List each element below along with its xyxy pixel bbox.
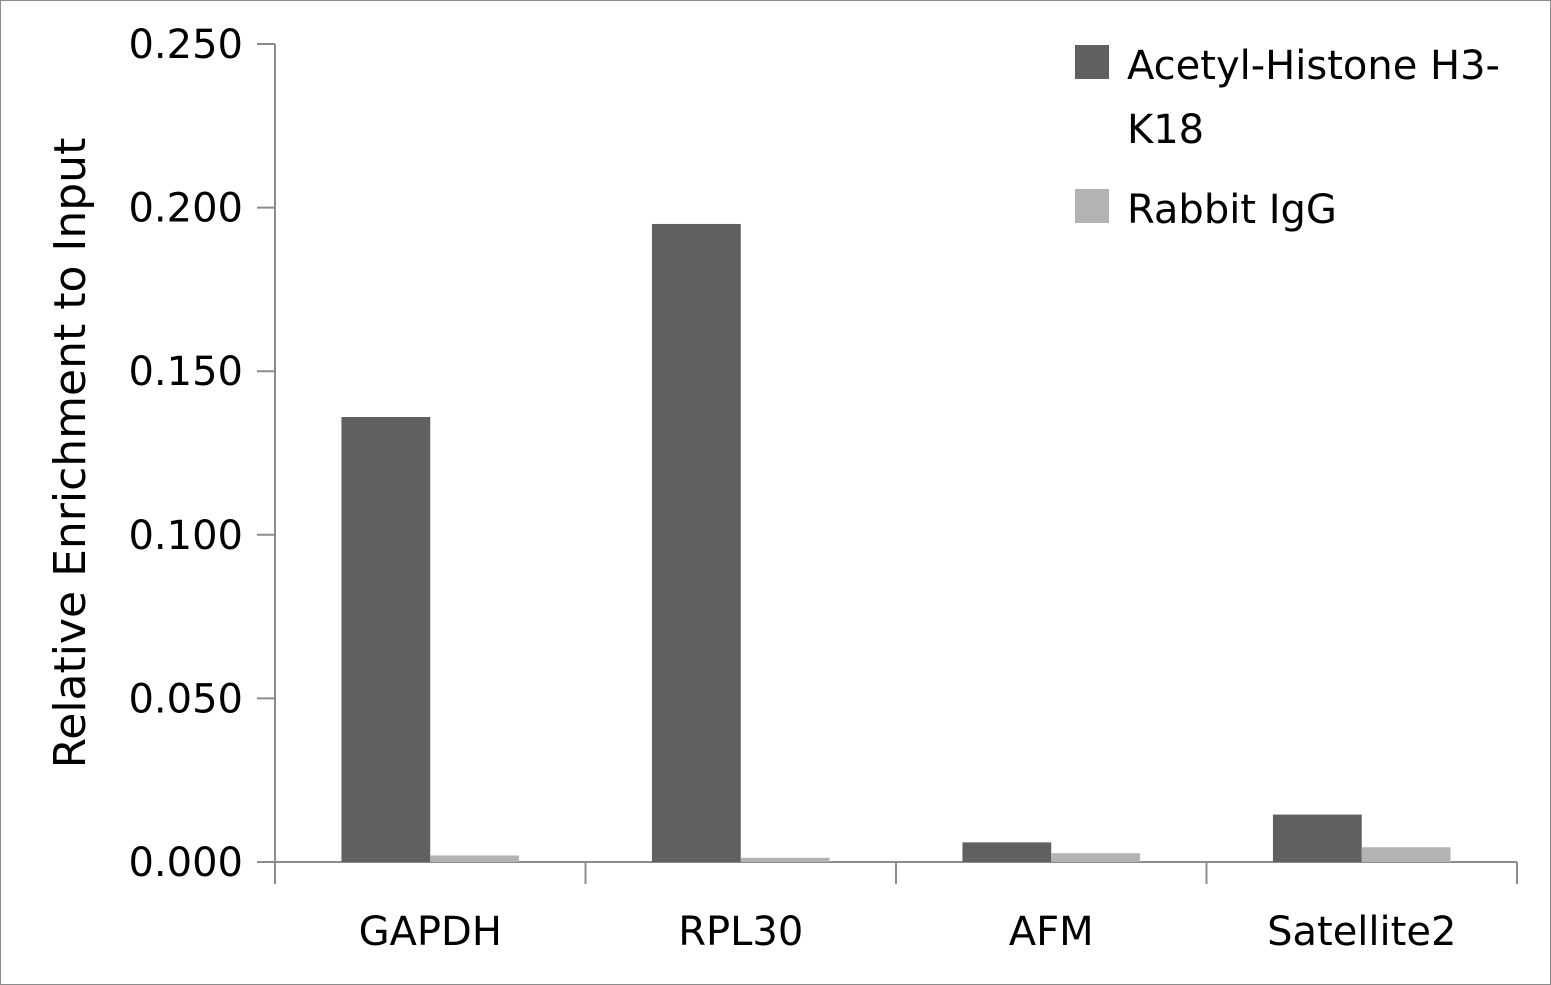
legend: Acetyl-Histone H3- K18 Rabbit IgG (1075, 43, 1500, 233)
bar-afm-series-1 (962, 842, 1052, 862)
y-tick-label: 0.000 (128, 840, 243, 886)
bar-rpl30-series-2 (740, 857, 830, 862)
bar-gapdh-series-2 (430, 855, 520, 862)
x-tick-label: Satellite2 (1267, 909, 1456, 955)
legend-label: Acetyl-Histone H3- (1127, 43, 1500, 89)
bar-satellite2-series-1 (1272, 814, 1362, 862)
x-axis: GAPDH RPL30 AFM Satellite2 (274, 861, 1518, 955)
y-tick-label: 0.150 (128, 349, 243, 395)
y-tick-label: 0.050 (128, 676, 243, 722)
y-tick-label: 0.250 (128, 22, 243, 68)
y-axis: 0.000 0.050 0.100 0.150 0.200 0.250 (128, 22, 276, 886)
x-tick-label: GAPDH (359, 909, 502, 955)
legend-swatch (1075, 189, 1109, 223)
y-tick-label: 0.200 (128, 186, 243, 232)
bars (341, 223, 1451, 862)
legend-label: Rabbit IgG (1127, 187, 1337, 233)
legend-label: K18 (1127, 107, 1204, 153)
legend-swatch (1075, 45, 1109, 79)
bar-satellite2-series-2 (1361, 847, 1451, 862)
bar-rpl30-series-1 (651, 223, 741, 862)
bar-gapdh-series-1 (341, 417, 431, 862)
y-axis-title: Relative Enrichment to Input (45, 138, 96, 769)
y-tick-label: 0.100 (128, 513, 243, 559)
x-tick-label: AFM (1009, 909, 1094, 955)
bar-afm-series-2 (1051, 853, 1141, 862)
x-tick-label: RPL30 (678, 909, 803, 955)
